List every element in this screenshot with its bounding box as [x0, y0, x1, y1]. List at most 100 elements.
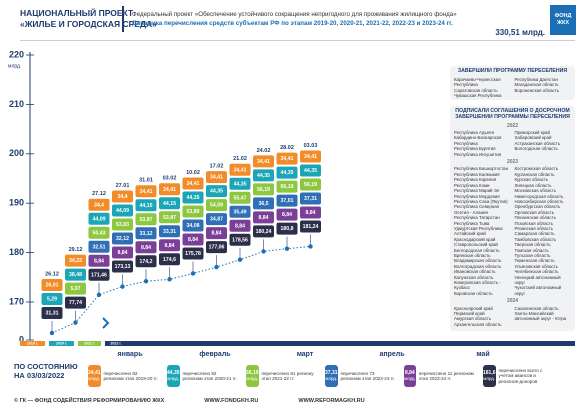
- region: Республика Северная Осетия - Алания: [454, 204, 500, 215]
- subtitle: Динамика перечисления средств субъектам …: [132, 20, 453, 27]
- region: Ставропольский край: [454, 242, 498, 248]
- region: Челябинская область: [514, 269, 559, 275]
- segment-label: 8,84: [117, 250, 127, 256]
- y-unit: млрд.: [8, 63, 21, 69]
- region-columns: Карачаево-Черкесская Республика Саратовск…: [450, 76, 575, 100]
- segment-label: 53,89: [187, 209, 200, 215]
- segment-label: 33,12: [140, 231, 153, 237]
- date-label: 03.03: [304, 143, 318, 149]
- segment-label: 8,84: [94, 258, 104, 264]
- region: Республика Бурятия: [454, 146, 496, 152]
- segment: [182, 219, 204, 232]
- region: Пензенская область: [514, 215, 556, 221]
- status: ПО СОСТОЯНИЮ НА 03/03/2022: [14, 362, 84, 380]
- total-label: 174,2: [140, 259, 153, 265]
- segment-label: 34,4: [94, 202, 104, 208]
- segment-label: 34,41: [140, 189, 153, 195]
- year-label: 2022 г.: [110, 342, 121, 346]
- point: [120, 284, 125, 289]
- region: Псковская область: [514, 220, 554, 226]
- segment: [88, 198, 110, 211]
- region: Республика Татарстан: [454, 215, 500, 221]
- segment-label: 34,41: [163, 187, 176, 193]
- region: Курганская область: [514, 171, 555, 177]
- legend-unit: млрд.: [325, 376, 338, 381]
- footer-link[interactable]: WWW.REFORMAGKH.RU: [298, 398, 365, 404]
- segment: [159, 239, 180, 252]
- segment: [276, 194, 298, 207]
- segment: [300, 206, 321, 219]
- region: Ульяновская область: [514, 263, 558, 269]
- segment: [135, 227, 157, 240]
- total-label: 77,74: [69, 300, 82, 306]
- legend-text: перечислено 81 региону этап 2021-22 гг.: [261, 370, 314, 381]
- region: Алтайский край: [454, 231, 486, 237]
- segment: [229, 219, 251, 232]
- segment: [229, 163, 251, 176]
- segment: [206, 185, 227, 198]
- segment: [300, 164, 321, 177]
- region: Вологодская область: [514, 146, 558, 152]
- footer-link[interactable]: WWW.FONDGKH.RU: [204, 398, 259, 404]
- segment-label: 33,31: [163, 229, 176, 235]
- region: Тамбовская область: [514, 236, 557, 242]
- region: Самарская область: [514, 231, 555, 237]
- grand-total: 330,51 млрд.: [495, 28, 545, 37]
- region: Калужская область: [454, 274, 494, 280]
- legend-unit: млрд.: [167, 376, 180, 381]
- segment-label: 44,35: [281, 170, 294, 176]
- year-band: [20, 341, 45, 346]
- y-tick-label: 210: [9, 99, 24, 109]
- segment-label: 54,59: [210, 203, 223, 209]
- header-rule: [20, 40, 575, 41]
- segment-label: 50,43: [93, 230, 106, 236]
- region: Тульская область: [514, 252, 551, 258]
- region-columns: Республика Башкортостан Республика Калмык…: [450, 165, 575, 297]
- segment: [112, 246, 133, 259]
- region: Архангельская область: [454, 321, 502, 327]
- region: Республика Калмыкия: [454, 171, 500, 177]
- segment: [112, 190, 133, 203]
- segment: [276, 152, 298, 165]
- segment-label: 53,83: [116, 222, 129, 228]
- region: Волгоградская область: [454, 263, 502, 269]
- segment-label: 8,84: [211, 231, 221, 237]
- region: Нижегородская область: [514, 193, 564, 199]
- y-tick-label: 220: [9, 49, 24, 59]
- month-label: май: [476, 350, 489, 358]
- legend-text: перечислено всего с учетом авансов и рег…: [498, 367, 543, 384]
- segment-label: 34,41: [187, 181, 200, 187]
- segment-label: 8,84: [258, 215, 268, 221]
- region: Саратовская область: [454, 87, 498, 93]
- signed-title: ПОДПИСАЛИ СОГЛАШЕНИЯ О ДОСРОЧНОМ ЗАВЕРШЕ…: [455, 107, 570, 120]
- region: Липецкая область: [514, 182, 552, 188]
- region: Магаданская область: [514, 82, 559, 88]
- region: Чувашская Республика: [454, 93, 502, 99]
- segment-label: 44,15: [163, 201, 176, 207]
- footer: © ГК — ФОНД СОДЕЙСТВИЯ РЕФОРМИРОВАНИЮ ЖК…: [14, 398, 574, 404]
- segment-label: 8,84: [164, 243, 174, 249]
- region-column: Республика Адыгея Кабардино-Балкарская Ре…: [454, 130, 511, 157]
- date-label: 10.02: [186, 170, 200, 176]
- region: Республика Тыва: [454, 220, 490, 226]
- region: Астраханская область: [514, 140, 561, 146]
- region: Республика Мордовия: [454, 193, 500, 199]
- region: Республика Коми: [454, 182, 490, 188]
- legend-item: 44,35 млрд. перечислено 82 регионам этап 2…: [167, 364, 237, 388]
- region: Удмуртская Республика: [454, 225, 503, 231]
- segment: [253, 197, 274, 210]
- date-label: 28.02: [280, 145, 294, 151]
- total-label: 181,24: [303, 224, 319, 230]
- region: Республика Марий Эл: [454, 188, 500, 194]
- legend-item: 37,31 млрд. перечислено 73 регионам этап 2…: [325, 364, 395, 388]
- region: Республика Ингушетия: [454, 151, 502, 157]
- total-box: [112, 260, 133, 273]
- legend-number: 44,35: [167, 370, 180, 376]
- region: Карачаево-Черкесская Республика: [454, 77, 501, 88]
- total-box: [229, 233, 251, 246]
- month-label: январь: [118, 351, 144, 358]
- status-line: ПО СОСТОЯНИЮ: [14, 362, 78, 371]
- legend-text: перечислено 82 регионам этап 2019-20 гг.: [103, 370, 158, 381]
- logo: ФОНД ЖКХ: [550, 5, 576, 35]
